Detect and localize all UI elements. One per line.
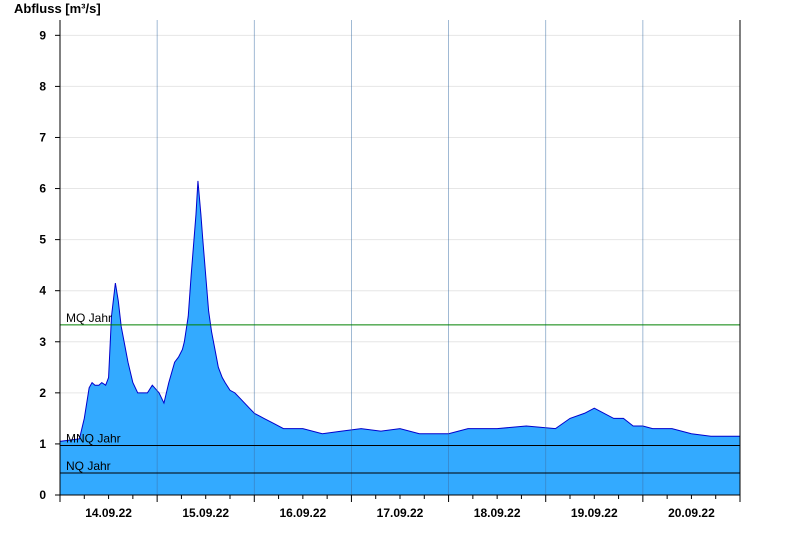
y-tick-label-5: 5 [39, 233, 46, 247]
reference-lines: MQ Jahr MNQ Jahr NQ Jahr [60, 311, 740, 474]
grid [60, 34, 740, 445]
reference-label-2: NQ Jahr [66, 459, 111, 473]
y-tick-label-3: 3 [39, 335, 46, 349]
series-area-layer [59, 180, 740, 495]
y-tick-label-4: 4 [39, 284, 46, 298]
y-tick-label-9: 9 [39, 28, 46, 42]
y-ticks: 0 1 2 3 4 5 6 7 8 9 [39, 28, 60, 502]
x-tick-label-2: 16.09.22 [279, 506, 326, 520]
discharge-area [60, 180, 740, 495]
y-tick-label-0: 0 [39, 488, 46, 502]
y-tick-label-7: 7 [39, 130, 46, 144]
x-ticks: 14.09.22 15.09.22 16.09.22 17.09.22 18.09.22… [59, 495, 741, 520]
y-tick-label-1: 1 [39, 437, 46, 451]
y-tick-label-6: 6 [39, 182, 46, 196]
x-tick-label-1: 15.09.22 [182, 506, 229, 520]
reference-label-1: MNQ Jahr [66, 431, 121, 445]
y-tick-label-2: 2 [39, 386, 46, 400]
x-tick-label-3: 17.09.22 [377, 506, 424, 520]
reference-label-0: MQ Jahr [66, 311, 112, 325]
x-tick-label-0: 14.09.22 [85, 506, 132, 520]
x-tick-label-5: 19.09.22 [571, 506, 618, 520]
x-tick-label-4: 18.09.22 [474, 506, 521, 520]
x-tick-label-6: 20.09.22 [668, 506, 715, 520]
y-tick-label-8: 8 [39, 79, 46, 93]
y-axis-title: Abfluss [m³/s] [14, 1, 101, 16]
day-separators [156, 20, 644, 495]
